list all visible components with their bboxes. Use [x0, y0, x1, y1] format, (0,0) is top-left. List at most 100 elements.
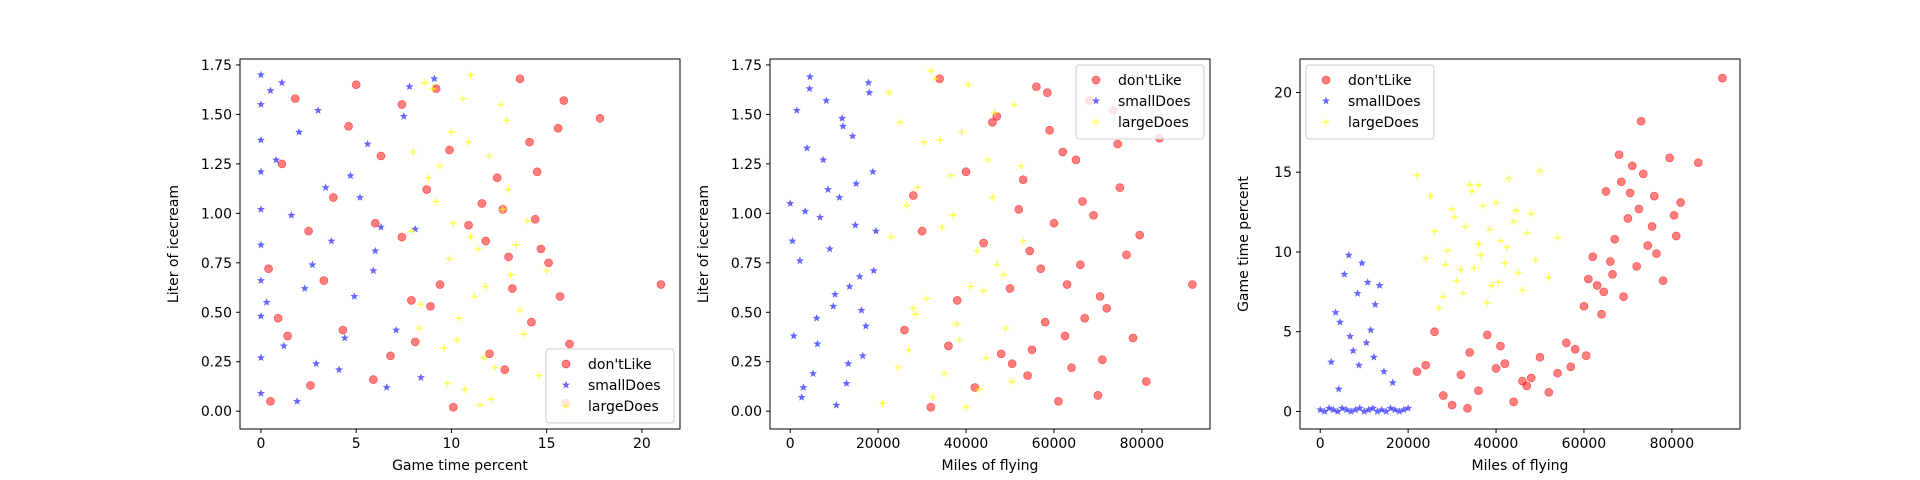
data-point [1482, 330, 1492, 340]
y-tick-label: 0.00 [731, 404, 762, 420]
data-point [842, 379, 851, 387]
x-tick-label: 20 [633, 436, 651, 452]
data-point [1503, 243, 1511, 251]
data-point [1463, 403, 1472, 413]
data-point [1368, 404, 1377, 412]
legend-label: don'tLike [588, 357, 652, 373]
data-point [1399, 405, 1408, 414]
data-point [1340, 270, 1349, 278]
x-tick-label: 40000 [944, 436, 989, 452]
data-point [858, 351, 867, 360]
data-point [1023, 371, 1032, 380]
data-point [476, 401, 484, 409]
data-point [277, 78, 286, 87]
data-point [1122, 250, 1131, 260]
data-points [786, 67, 1197, 412]
data-point [988, 117, 997, 127]
data-point [838, 114, 847, 122]
data-point [290, 94, 300, 103]
data-point [340, 333, 349, 342]
data-point [1095, 292, 1105, 301]
x-tick-label: 0 [1316, 436, 1325, 452]
data-point [1459, 289, 1467, 297]
data-point [1474, 240, 1482, 248]
data-point [869, 266, 878, 275]
data-point [553, 123, 563, 133]
legend-marker [562, 402, 570, 410]
data-point [428, 85, 436, 93]
data-point [410, 337, 420, 347]
y-tick-label: 0.75 [731, 256, 762, 272]
data-point [344, 121, 353, 131]
data-point [812, 314, 821, 322]
data-point [466, 233, 474, 241]
data-point [980, 286, 988, 294]
data-point [1614, 150, 1624, 160]
y-tick-label: 5 [1283, 325, 1292, 341]
data-point [1115, 183, 1125, 192]
x-tick-label: 60000 [1032, 436, 1077, 452]
series-3 [407, 71, 551, 409]
y-tick-label: 1.00 [201, 206, 232, 222]
data-point [1010, 101, 1018, 109]
data-point [1439, 293, 1447, 301]
data-point [295, 128, 304, 136]
data-point [1638, 169, 1648, 179]
data-point [264, 264, 273, 274]
data-point [788, 236, 797, 245]
data-point [809, 369, 818, 377]
data-point [1388, 378, 1397, 387]
x-axis-label: Game time percent [392, 458, 528, 474]
data-point [411, 224, 420, 233]
data-point [1316, 405, 1325, 414]
data-point [819, 155, 828, 164]
data-point [851, 221, 860, 229]
data-point [368, 375, 378, 384]
data-point [504, 252, 513, 262]
series-1 [900, 74, 1197, 412]
y-tick-label: 1.75 [731, 58, 762, 74]
data-point [1470, 264, 1478, 272]
data-point [1017, 162, 1025, 170]
y-tick-label: 1.00 [731, 206, 762, 222]
y-tick-label: 1.75 [201, 58, 232, 74]
data-point [871, 226, 880, 235]
data-point [1135, 230, 1145, 240]
data-point [805, 84, 814, 93]
x-axis-label: Miles of flying [1472, 458, 1569, 474]
data-point [497, 101, 505, 109]
data-point [382, 383, 391, 391]
data-point [559, 96, 569, 105]
data-point [1553, 368, 1562, 378]
data-point [1404, 404, 1413, 412]
data-point [1510, 218, 1518, 226]
data-point [417, 300, 425, 308]
data-point [256, 100, 265, 108]
y-tick-label: 1.50 [731, 107, 762, 123]
data-point [1718, 73, 1727, 83]
data-point [524, 217, 532, 225]
data-point [802, 143, 811, 152]
data-point [656, 280, 666, 289]
data-point [448, 402, 458, 412]
data-point [279, 341, 288, 350]
legend-marker [562, 380, 570, 389]
data-point [1018, 175, 1028, 185]
legend-label: largeDoes [1118, 115, 1189, 131]
x-tick-label: 20000 [1386, 436, 1431, 452]
data-point [1441, 261, 1449, 269]
data-point [1043, 88, 1052, 97]
data-point [314, 106, 323, 114]
data-point [407, 296, 416, 305]
data-point [852, 179, 861, 188]
data-point [947, 172, 955, 180]
data-point [879, 399, 887, 407]
data-point [896, 118, 904, 126]
data-point [1579, 301, 1589, 311]
data-point [335, 365, 344, 374]
data-point [1665, 153, 1675, 163]
data-point [283, 331, 292, 341]
data-point [1461, 222, 1469, 230]
data-point [1619, 292, 1628, 301]
data-point [1532, 256, 1540, 264]
